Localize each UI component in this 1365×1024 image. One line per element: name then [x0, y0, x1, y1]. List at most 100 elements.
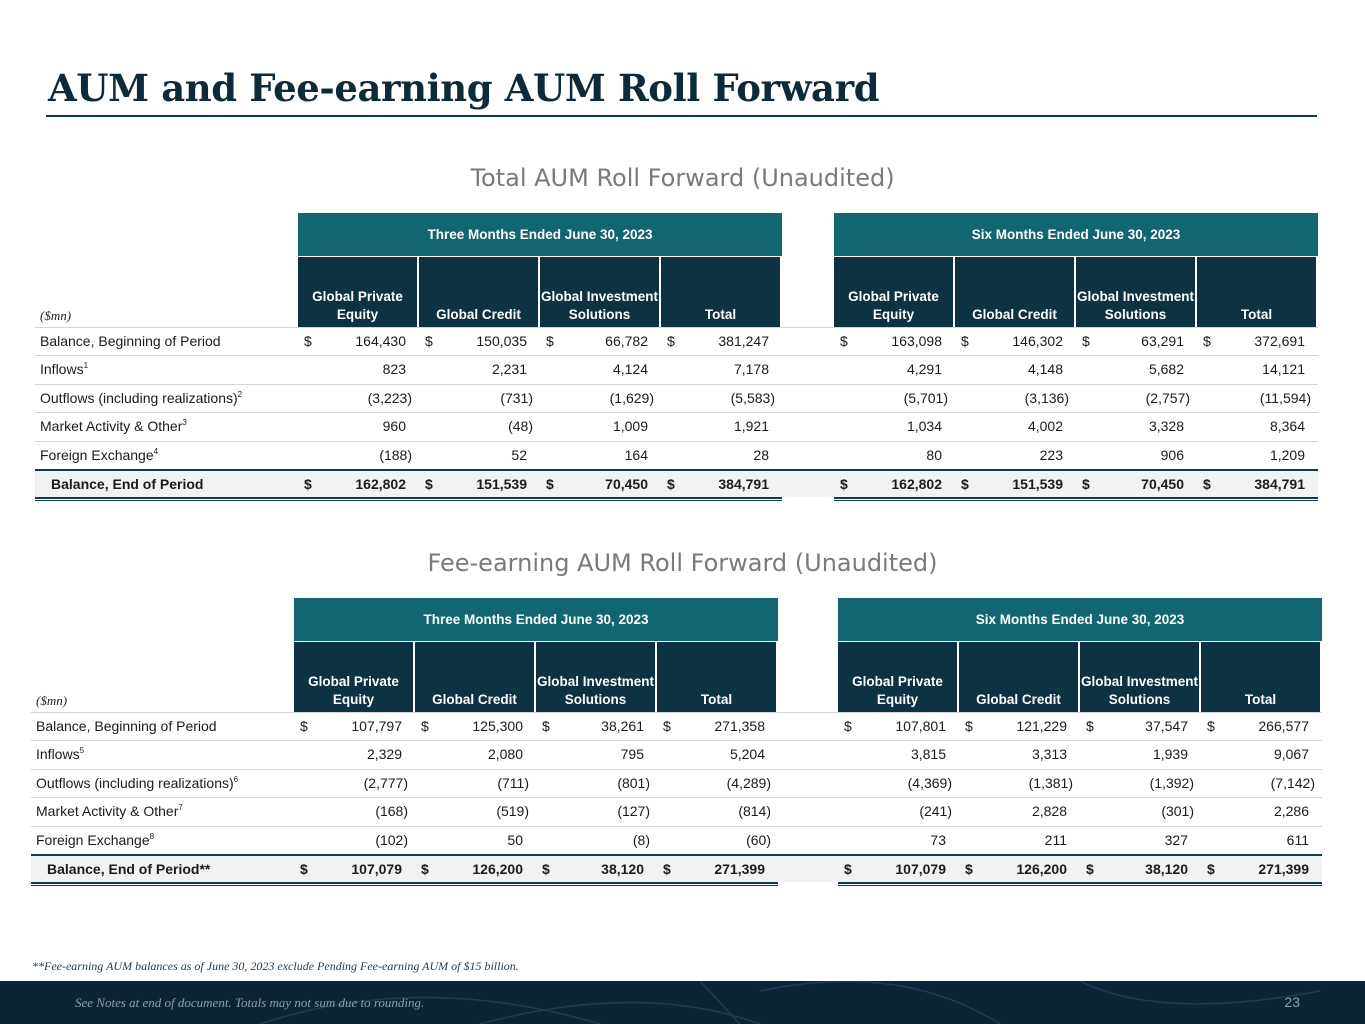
page-title: AUM and Fee-earning AUM Roll Forward	[48, 66, 880, 110]
cell-value: 63,291	[1141, 333, 1184, 349]
row-label: Balance, Beginning of Period	[40, 333, 221, 349]
table-cell: 906	[1076, 447, 1197, 465]
currency-symbol: $	[667, 333, 675, 349]
table-row: Balance, Beginning of Period $107,797 $125…	[31, 712, 1322, 740]
column-header: Global Private Equity	[838, 642, 957, 712]
currency-symbol: $	[546, 476, 554, 492]
table-cell: $266,577	[1201, 718, 1322, 736]
table-row: Outflows (including realizations)2 (3,223…	[35, 383, 1318, 412]
cell-value: 211	[1044, 831, 1067, 848]
cell-value: 2,286	[1273, 803, 1309, 820]
cell-value: 146,302	[1012, 333, 1063, 349]
table-cell: $107,801	[838, 718, 959, 736]
cell-value: 150,035	[476, 333, 527, 349]
cell-value: 1,939	[1152, 746, 1188, 763]
table-cell: (48)	[419, 418, 540, 436]
currency-symbol: $	[1086, 718, 1094, 734]
cell-value: (127)	[617, 803, 650, 820]
currency-symbol: $	[840, 476, 848, 492]
row-label-text: Outflows (including realizations)	[40, 389, 238, 406]
column-header: Global Private Equity	[834, 257, 953, 327]
table-cell: $66,782	[540, 333, 661, 351]
cell-value: 4,002	[1027, 418, 1063, 435]
table-cell: (801)	[536, 775, 657, 793]
footnote-marker: 1	[83, 361, 89, 371]
total-underline	[35, 497, 782, 502]
currency-symbol: $	[961, 476, 969, 492]
table-cell: $164,430	[298, 333, 419, 351]
cell-value: 1,009	[612, 418, 648, 435]
cell-value: 960	[382, 418, 406, 435]
table-cell: $125,300	[415, 718, 536, 736]
table-cell: (2,757)	[1076, 390, 1197, 408]
cell-value: 2,828	[1031, 803, 1067, 820]
column-header: Total	[1197, 257, 1316, 327]
total-underline	[834, 497, 1318, 502]
table-cell: (102)	[294, 832, 415, 850]
table-cell: $126,200	[959, 861, 1080, 879]
currency-symbol: $	[840, 333, 848, 349]
table-cell: $384,791	[661, 476, 782, 494]
column-header: Global Credit	[415, 642, 534, 712]
cell-value: 372,691	[1254, 333, 1305, 349]
currency-symbol: $	[1082, 333, 1090, 349]
currency-symbol: $	[421, 861, 429, 877]
cell-value: 28	[753, 446, 769, 463]
table-cell: 3,328	[1076, 418, 1197, 436]
footnote-marker: 6	[233, 774, 239, 784]
cell-value: (731)	[500, 389, 533, 406]
cell-value: 906	[1160, 446, 1184, 463]
cell-value: (1,392)	[1149, 774, 1194, 791]
table-row: Balance, End of Period $162,802 $151,539 $7…	[35, 469, 1318, 497]
table-cell: (60)	[657, 832, 778, 850]
table-cell: 7,178	[661, 361, 782, 379]
table-cell: (5,583)	[661, 390, 782, 408]
table-cell: 211	[959, 832, 1080, 850]
table-cell: 2,080	[415, 746, 536, 764]
table-cell: 2,286	[1201, 803, 1322, 821]
table-cell: (188)	[298, 447, 419, 465]
footer-bar: See Notes at end of document. Totals may…	[0, 981, 1365, 1024]
currency-symbol: $	[1086, 861, 1094, 877]
cell-value: (11,594)	[1259, 389, 1311, 406]
cell-value: 9,067	[1273, 746, 1309, 763]
table-cell: 1,009	[540, 418, 661, 436]
table-cell: (4,369)	[838, 775, 959, 793]
currency-symbol: $	[663, 718, 671, 734]
table-cell: $38,261	[536, 718, 657, 736]
currency-symbol: $	[421, 718, 429, 734]
row-label-text: Inflows	[36, 746, 80, 763]
row-label: Inflows1	[40, 361, 88, 377]
column-header: Total	[661, 257, 780, 327]
cell-value: (1,629)	[609, 389, 654, 406]
row-label: Foreign Exchange8	[36, 832, 154, 848]
period-header: Three Months Ended June 30, 2023	[298, 213, 782, 256]
row-label: Outflows (including realizations)6	[36, 775, 238, 791]
footer-decoration	[259, 981, 1321, 1024]
table-cell: $107,079	[294, 861, 415, 879]
cell-value: 3,815	[910, 746, 946, 763]
table-cell: 14,121	[1197, 361, 1318, 379]
table-cell: $38,120	[1080, 861, 1201, 879]
cell-value: 3,328	[1148, 418, 1184, 435]
cell-value: (4,289)	[726, 774, 771, 791]
table-row: Foreign Exchange4 (188) 52 164 28 80 223 906 1,2…	[35, 440, 1318, 469]
currency-symbol: $	[667, 476, 675, 492]
cell-value: (4,369)	[907, 774, 952, 791]
table-cell: $163,098	[834, 333, 955, 351]
table-cell: (4,289)	[657, 775, 778, 793]
table-cell: (127)	[536, 803, 657, 821]
cell-value: (188)	[379, 446, 412, 463]
cell-value: 70,450	[1141, 476, 1184, 492]
cell-value: 162,802	[891, 476, 942, 492]
cell-value: 5,204	[729, 746, 765, 763]
table-cell: (731)	[419, 390, 540, 408]
cell-value: 107,079	[895, 861, 946, 877]
table-cell: 9,067	[1201, 746, 1322, 764]
cell-value: (241)	[919, 803, 952, 820]
table-cell: 50	[415, 832, 536, 850]
currency-symbol: $	[304, 333, 312, 349]
currency-symbol: $	[663, 861, 671, 877]
table-cell: (814)	[657, 803, 778, 821]
footnote-marker: 3	[182, 418, 187, 428]
